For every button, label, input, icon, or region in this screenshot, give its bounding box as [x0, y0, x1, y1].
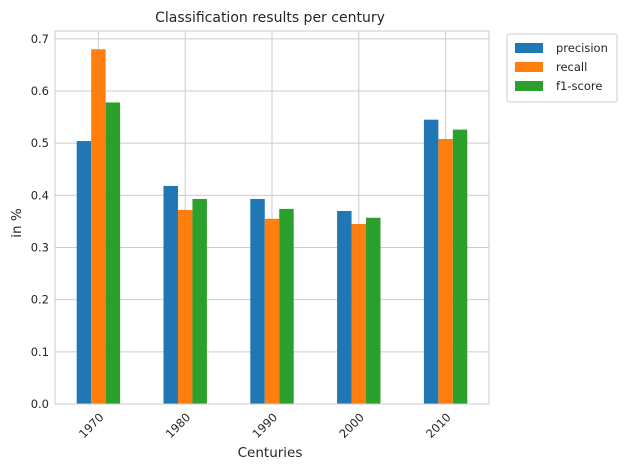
bar-f1-score-1980: [192, 198, 207, 404]
legend-swatch-f1-score: [515, 81, 543, 91]
bar-precision-1990: [250, 198, 265, 404]
y-axis-label: in %: [9, 208, 25, 238]
bar-recall-1970: [91, 49, 106, 405]
legend-swatch-recall: [515, 62, 543, 72]
bar-recall-1980: [177, 209, 193, 404]
bar-precision-2000: [337, 210, 352, 404]
y-tick-label: 0.7: [31, 32, 49, 46]
legend-label-recall: recall: [556, 60, 587, 74]
legend: precision recall f1-score: [506, 33, 618, 103]
bar-precision-1980: [163, 185, 178, 404]
legend-swatch-precision: [515, 43, 543, 53]
bar-recall-2000: [351, 224, 367, 404]
bar-precision-1970: [76, 141, 92, 404]
y-tick-label: 0.1: [31, 345, 49, 359]
bar-layer: [76, 49, 468, 405]
plot-frame: [54, 30, 490, 405]
bar-f1-score-2000: [366, 217, 381, 404]
bar-recall-2010: [438, 138, 453, 404]
y-tick-label: 0.0: [31, 397, 49, 411]
bar-f1-score-2010: [452, 129, 468, 404]
legend-label-f1-score: f1-score: [556, 79, 602, 93]
y-tick-label: 0.2: [31, 293, 49, 307]
bar-f1-score-1970: [105, 102, 121, 404]
y-tick-label: 0.5: [31, 136, 49, 150]
chart-title: Classification results per century: [155, 10, 385, 26]
bar-precision-2010: [423, 119, 439, 405]
y-tick-label: 0.4: [31, 188, 49, 202]
bar-f1-score-1990: [279, 208, 294, 404]
legend-label-precision: precision: [556, 41, 608, 55]
x-axis-label: Centuries: [238, 445, 303, 461]
y-tick-label: 0.6: [31, 84, 49, 98]
bar-recall-1990: [264, 218, 280, 404]
y-tick-label: 0.3: [31, 240, 49, 254]
